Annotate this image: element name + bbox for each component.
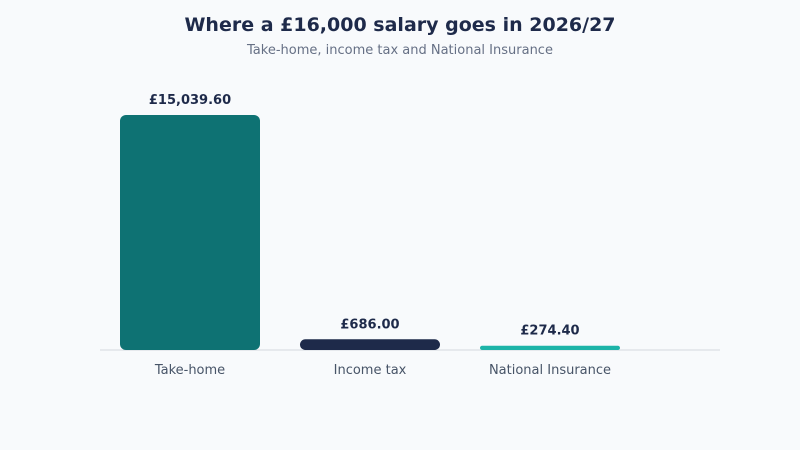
bars-group bbox=[120, 115, 620, 350]
category-label-national-insurance: National Insurance bbox=[489, 363, 611, 378]
value-label-take-home: £15,039.60 bbox=[149, 93, 231, 108]
category-label-income-tax: Income tax bbox=[334, 363, 407, 378]
bar-national-insurance bbox=[480, 345, 620, 350]
bar-income-tax bbox=[300, 339, 440, 350]
bar-take-home bbox=[120, 115, 260, 350]
labels-group: £15,039.60 Take-home £686.00 Income tax £274… bbox=[149, 93, 611, 378]
value-label-national-insurance: £274.40 bbox=[520, 324, 579, 339]
value-label-income-tax: £686.00 bbox=[340, 317, 399, 332]
category-label-take-home: Take-home bbox=[154, 363, 225, 378]
chart-subtitle: Take-home, income tax and National Insur… bbox=[247, 43, 553, 58]
chart-title: Where a £16,000 salary goes in 2026/27 bbox=[184, 14, 616, 36]
